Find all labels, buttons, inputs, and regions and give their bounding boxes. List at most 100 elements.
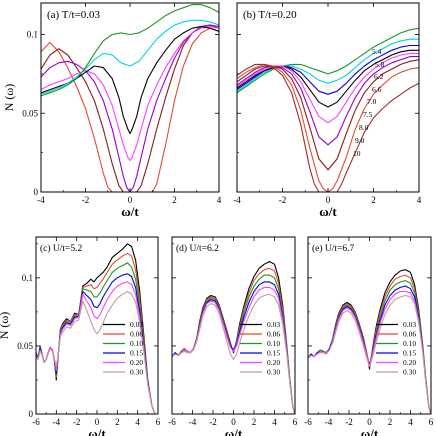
panel-title: (b) T/t=0.20 xyxy=(243,9,297,21)
x-tick-label: -4 xyxy=(53,417,61,427)
x-tick-label: 0 xyxy=(128,195,133,205)
series-line-3 xyxy=(41,24,219,192)
x-tick-label: -2 xyxy=(345,417,353,427)
x-tick-label: 2 xyxy=(172,195,177,205)
x-tick-label: -2 xyxy=(82,195,90,205)
x-tick-label: 6 xyxy=(429,417,434,427)
x-tick-label: 0 xyxy=(231,417,236,427)
y-tick-label: 0 xyxy=(29,409,34,419)
y-tick-label: 0.1 xyxy=(22,273,33,283)
series-group xyxy=(237,27,419,192)
panel-a: -4 -2 0 2 4 0 0.05 0.1 ω/t N (ω) (a) T/t=0.03 xyxy=(2,2,222,219)
y-tick-label: 0.1 xyxy=(27,30,38,40)
curve-label: 6.6 xyxy=(372,85,382,94)
legend-label: 0.06 xyxy=(403,330,416,339)
x-axis-label: ω/t xyxy=(319,204,337,219)
legend-label: 0.03 xyxy=(267,320,280,329)
panel-title: (e) U/t=6.7 xyxy=(312,243,355,254)
series-line-1 xyxy=(41,27,219,192)
series-line-1 xyxy=(237,27,419,94)
series-line-0.30 xyxy=(172,293,295,414)
legend-label: 0.20 xyxy=(130,358,143,367)
plot-frame xyxy=(236,2,420,193)
x-tick-label: 0 xyxy=(367,417,372,427)
legend-label: 0.10 xyxy=(267,339,280,348)
legend-label: 0.06 xyxy=(130,330,143,339)
x-tick-label: -6 xyxy=(168,417,176,427)
x-tick-label: -2 xyxy=(73,417,81,427)
curve-label: 7.5 xyxy=(363,110,373,119)
legend-label: 0.10 xyxy=(403,339,416,348)
series-line-5 xyxy=(237,52,419,124)
x-tick-label: -6 xyxy=(304,417,312,427)
x-tick-label: 2 xyxy=(115,417,120,427)
panel-title: (a) T/t=0.03 xyxy=(47,9,101,21)
x-tick-label: 2 xyxy=(388,417,393,427)
x-tick-label: 6 xyxy=(293,417,298,427)
y-axis-label: N (ω) xyxy=(2,84,16,112)
x-tick-label: -2 xyxy=(209,417,217,427)
plot-frame xyxy=(40,2,220,193)
x-tick-label: -4 xyxy=(37,195,45,205)
series-group xyxy=(36,243,158,414)
series-line-4 xyxy=(237,49,419,108)
x-axis-label: ω/t xyxy=(121,204,139,219)
x-tick-label: 0 xyxy=(326,195,331,205)
x-tick-label: 2 xyxy=(252,417,257,427)
x-tick-label: 4 xyxy=(272,417,277,427)
legend-label: 0.30 xyxy=(403,368,416,377)
panel-b: -4 -2 0 2 4 ω/t (b) T/t=0.20 5.4 5.8 6.2 6.6 7.0 7.5… xyxy=(233,2,422,219)
curve-label: 10 xyxy=(353,149,361,158)
legend-label: 0.15 xyxy=(403,349,416,358)
y-axis-label: N (ω) xyxy=(0,312,11,340)
panel-d: -6 -4 -2 0 2 4 6 ω/t (d) U/t=6.2 0.030.060.100.15… xyxy=(168,236,298,436)
x-tick-label: -4 xyxy=(189,417,197,427)
curve-label: 9.0 xyxy=(355,136,365,145)
series-line-0.30 xyxy=(308,294,431,414)
series-line-0.20 xyxy=(172,286,295,414)
x-tick-label: 4 xyxy=(417,195,422,205)
legend-label: 0.30 xyxy=(130,368,143,377)
x-tick-label: -4 xyxy=(233,195,241,205)
y-tick-label: 0 xyxy=(34,187,39,197)
curve-label: 8.0 xyxy=(359,123,369,132)
legend-label: 0.15 xyxy=(267,349,280,358)
legend-label: 0.03 xyxy=(130,320,143,329)
series-line-9 xyxy=(237,63,419,192)
series-line-7 xyxy=(237,59,419,171)
x-tick-label: 4 xyxy=(217,195,222,205)
series-group xyxy=(308,269,431,414)
series-group xyxy=(172,260,295,414)
x-tick-label: 4 xyxy=(408,417,413,427)
panel-title: (d) U/t=6.2 xyxy=(176,243,219,254)
x-tick-label: 4 xyxy=(135,417,140,427)
series-line-8 xyxy=(237,63,419,192)
legend-label: 0.06 xyxy=(267,330,280,339)
series-line-2 xyxy=(237,38,419,92)
series-line-6 xyxy=(41,19,219,95)
legend-label: 0.03 xyxy=(403,320,416,329)
legend-label: 0.15 xyxy=(130,349,143,358)
series-line-6 xyxy=(237,56,419,146)
series-line-7 xyxy=(41,4,219,97)
series-line-2 xyxy=(41,24,219,192)
series-line-0.30 xyxy=(36,290,158,414)
x-tick-label: 6 xyxy=(156,417,161,427)
x-axis-label: ω/t xyxy=(225,426,243,436)
x-tick-label: -6 xyxy=(32,417,40,427)
curve-label: 6.2 xyxy=(374,72,384,81)
panel-e: -6 -4 -2 0 2 4 6 ω/t (e) U/t=6.7 0.030.060.100.15… xyxy=(304,236,434,436)
legend-label: 0.20 xyxy=(267,358,280,367)
legend-label: 0.30 xyxy=(267,368,280,377)
x-tick-label: 0 xyxy=(95,417,100,427)
series-group xyxy=(41,4,219,192)
legend-label: 0.20 xyxy=(403,358,416,367)
series-line-4 xyxy=(41,26,219,162)
x-tick-label: -4 xyxy=(325,417,333,427)
series-line-3 xyxy=(237,44,419,95)
x-axis-label: ω/t xyxy=(88,426,106,436)
curve-label: 5.4 xyxy=(372,47,382,56)
legend-label: 0.10 xyxy=(130,339,143,348)
panel-c: -6 -4 -2 0 2 4 6 0 0.05 0.1 ω/t N (ω) (c) U/t=5.2 0.0… xyxy=(0,236,161,436)
